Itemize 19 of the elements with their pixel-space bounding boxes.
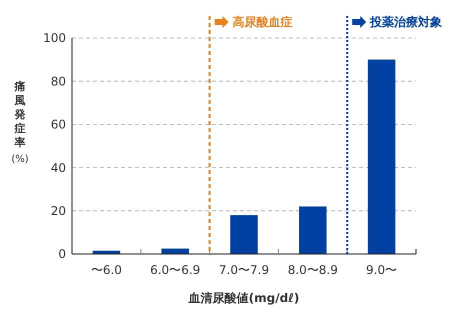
x-tick-label: 7.0〜7.9 <box>218 263 270 277</box>
x-tick-label: 8.0〜8.9 <box>288 263 338 277</box>
y-tick-label: 40 <box>50 160 66 175</box>
bar <box>230 215 258 254</box>
bar <box>368 60 396 254</box>
y-tick-label: 20 <box>50 204 66 218</box>
x-tick-label: 9.0〜 <box>366 263 398 277</box>
bar <box>161 248 189 254</box>
ref-line-label: 高尿酸血症 <box>232 15 293 30</box>
ref-line-label: 投薬治療対象 <box>369 15 442 30</box>
y-tick-label: 0 <box>58 247 66 262</box>
x-tick-label: 〜6.0 <box>90 263 122 277</box>
y-axis-title: 痛風発症率(%) <box>11 80 29 165</box>
y-tick-label: 60 <box>50 118 66 132</box>
y-tick-label: 100 <box>43 31 66 46</box>
x-axis-title: 血清尿酸値(mg/dℓ) <box>188 291 300 305</box>
y-tick-label: 80 <box>50 74 66 88</box>
bar <box>299 206 327 254</box>
x-tick-label: 6.0〜6.9 <box>150 263 200 277</box>
